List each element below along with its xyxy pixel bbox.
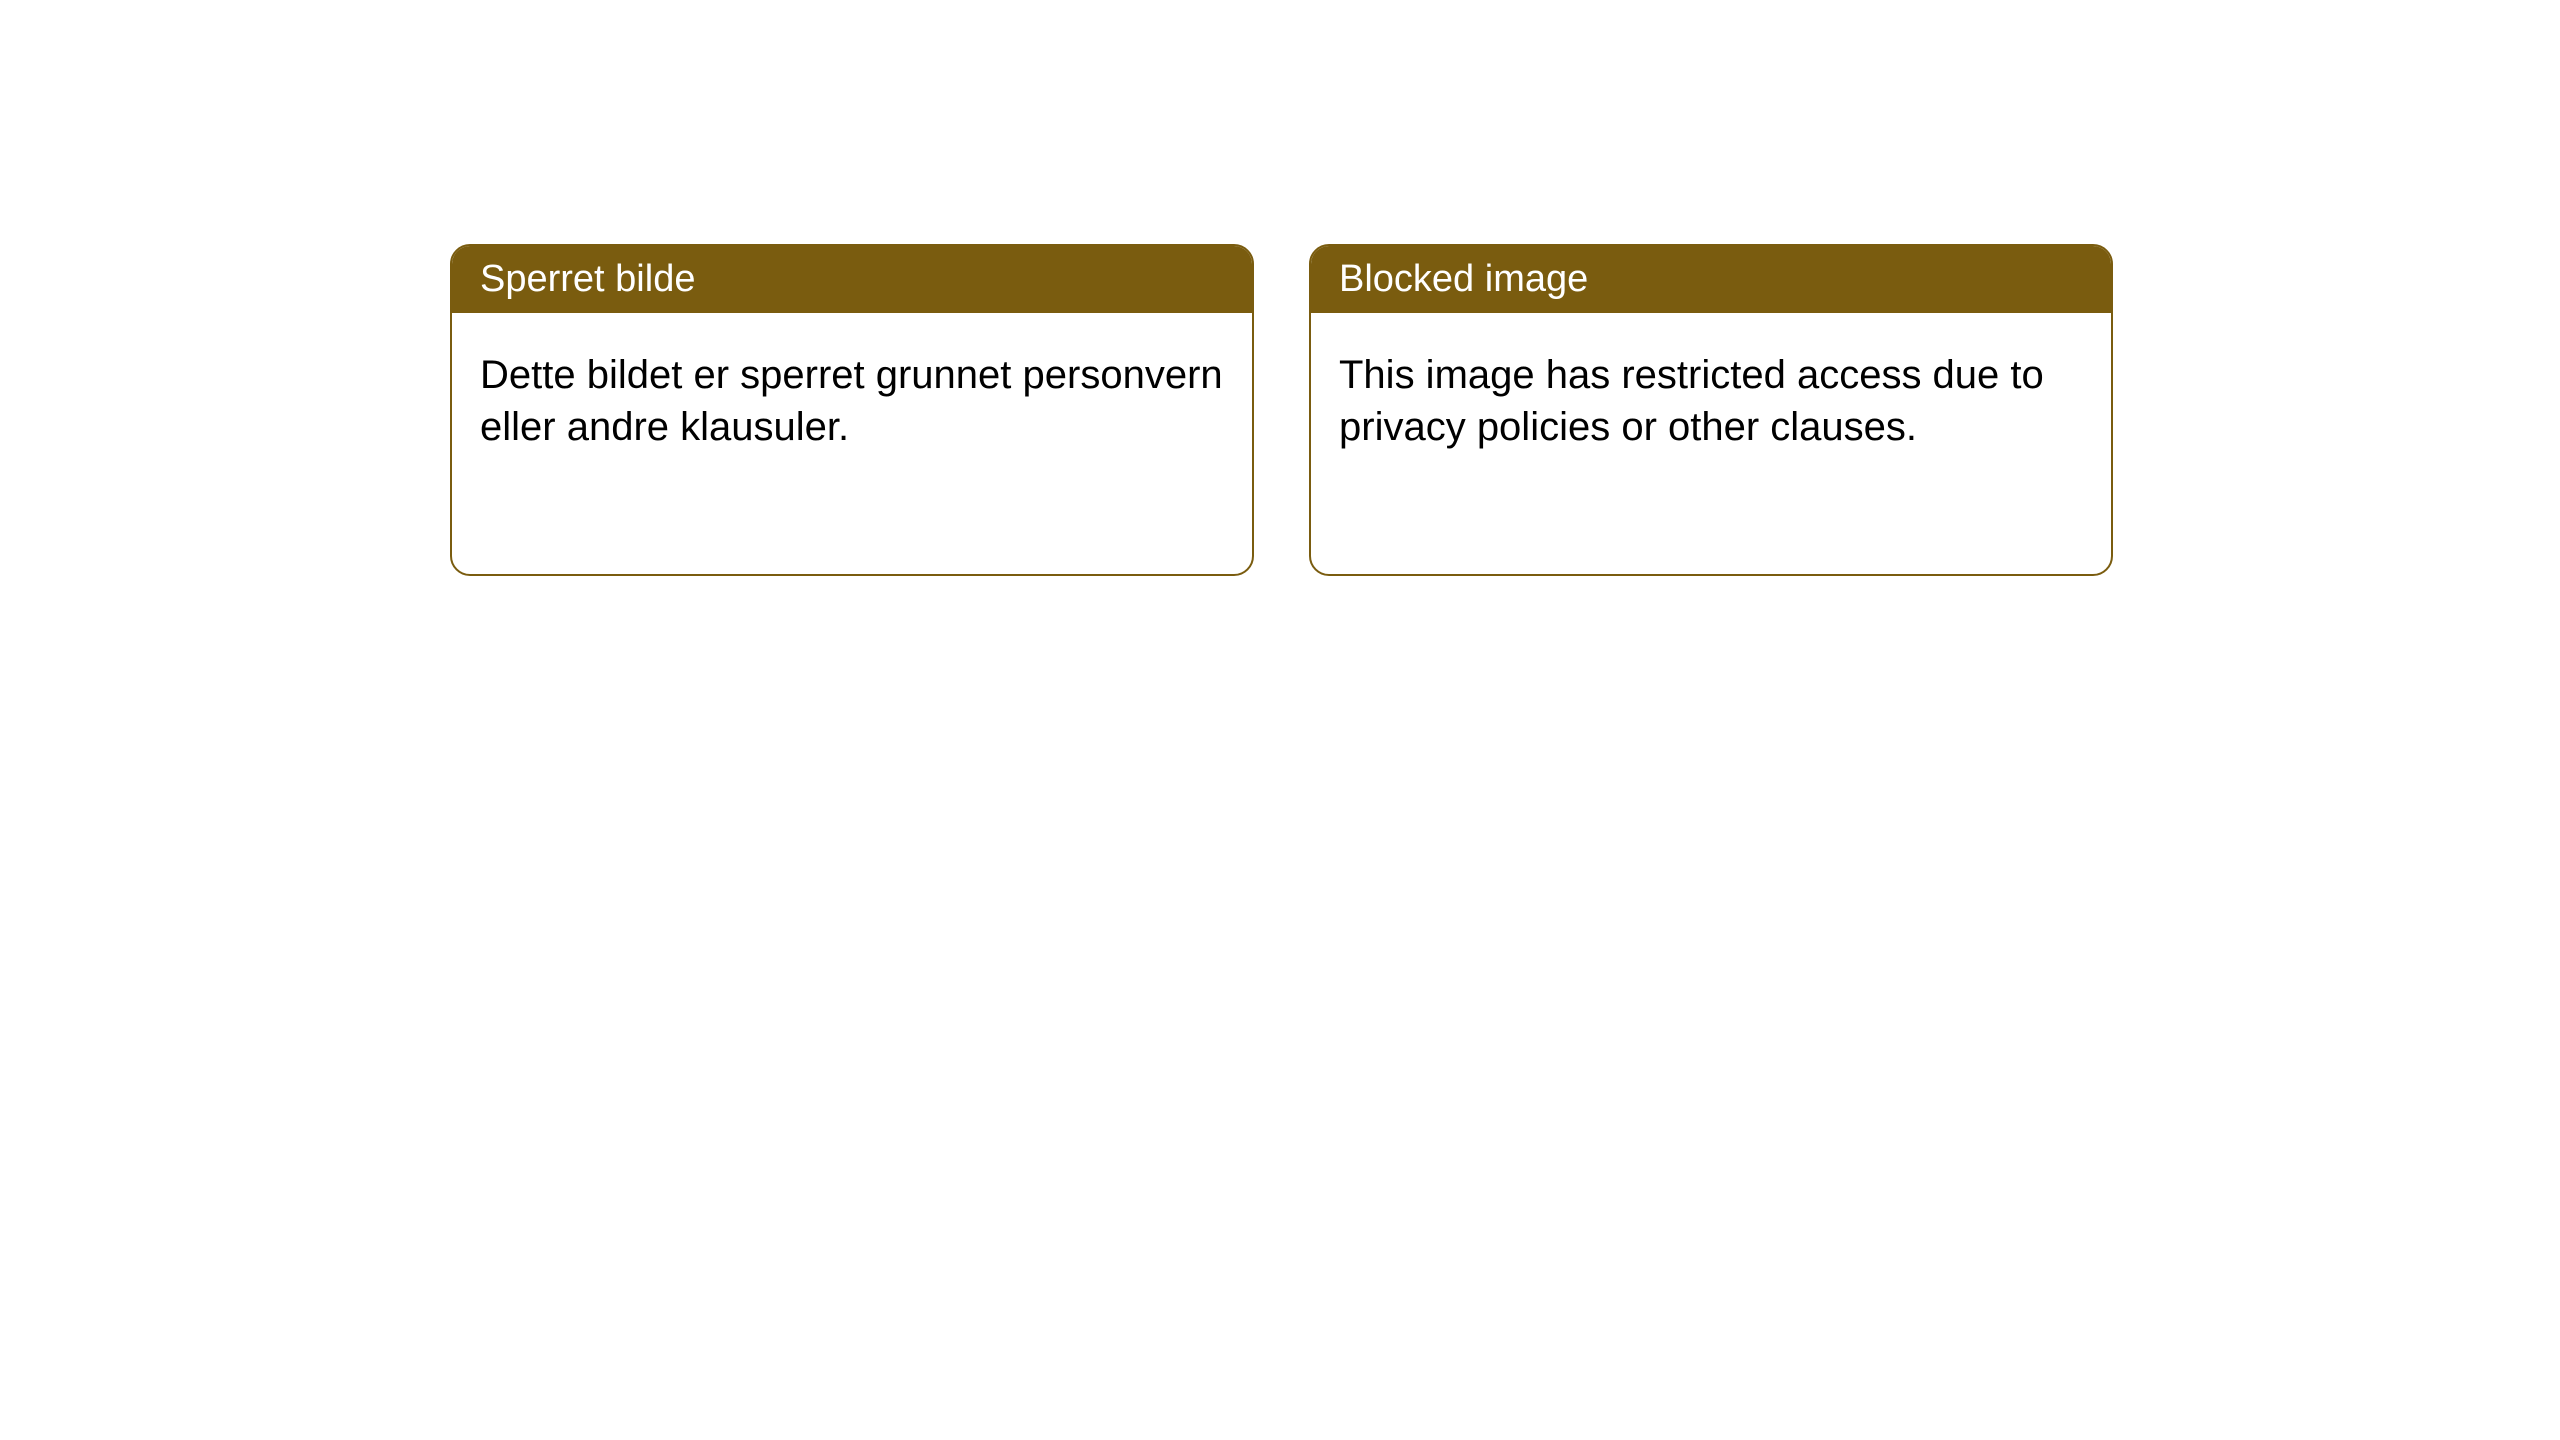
card-body: This image has restricted access due to … [1311, 313, 2111, 489]
card-header: Blocked image [1311, 246, 2111, 313]
notice-container: Sperret bilde Dette bildet er sperret gr… [450, 244, 2113, 576]
card-header: Sperret bilde [452, 246, 1252, 313]
card-title: Sperret bilde [480, 258, 695, 300]
notice-card-norwegian: Sperret bilde Dette bildet er sperret gr… [450, 244, 1254, 576]
card-message: Dette bildet er sperret grunnet personve… [480, 353, 1223, 449]
card-body: Dette bildet er sperret grunnet personve… [452, 313, 1252, 489]
card-title: Blocked image [1339, 258, 1588, 300]
notice-card-english: Blocked image This image has restricted … [1309, 244, 2113, 576]
card-message: This image has restricted access due to … [1339, 353, 2044, 449]
